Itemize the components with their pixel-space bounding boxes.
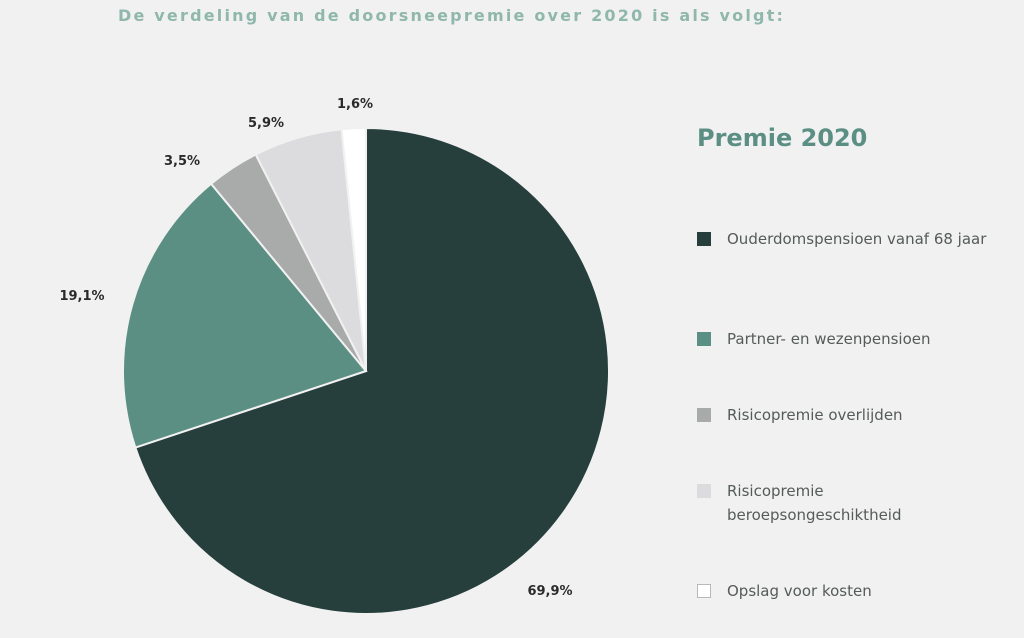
slice-value-label-2: 19,1% [59, 289, 104, 304]
legend-item-risico-overlijden: Risicopremie overlijden [697, 406, 997, 427]
legend-swatch [697, 408, 711, 422]
slice-value-label-3: 3,5% [164, 154, 200, 169]
legend-title: Premie 2020 [697, 124, 868, 152]
pie-chart: 69,9% 19,1% 3,5% 5,9% 1,6% [59, 97, 610, 615]
legend-label: Opslag voor kosten [727, 582, 872, 600]
pie-slice-2 [122, 182, 368, 449]
slice-value-label-5: 1,6% [337, 97, 373, 112]
slice-value-label-4: 5,9% [248, 116, 284, 131]
legend-swatch [697, 332, 711, 346]
pie-slice-5 [340, 126, 367, 372]
legend-item-risico-beroepsongeschiktheid: Risicopremie beroepsongeschiktheid [697, 482, 997, 527]
page-heading: De verdeling van de doorsneepremie over … [118, 6, 786, 25]
legend-item-ouderdomspensioen: Ouderdomspensioen vanaf 68 jaar [697, 230, 997, 251]
legend-swatch [697, 232, 711, 246]
legend-item-opslag-kosten: Opslag voor kosten [697, 582, 997, 603]
pie-slice-1 [134, 126, 610, 615]
slice-value-label-1: 69,9% [527, 584, 572, 599]
legend-swatch [697, 484, 711, 498]
legend-swatch [697, 584, 711, 598]
legend-item-partner-wezenpensioen: Partner- en wezenpensioen [697, 330, 997, 351]
legend-label: Ouderdomspensioen vanaf 68 jaar [727, 230, 987, 248]
legend-label: Risicopremie overlijden [727, 406, 903, 424]
legend-label: Risicopremie beroepsongeschiktheid [727, 482, 902, 524]
legend-label: Partner- en wezenpensioen [727, 330, 931, 348]
